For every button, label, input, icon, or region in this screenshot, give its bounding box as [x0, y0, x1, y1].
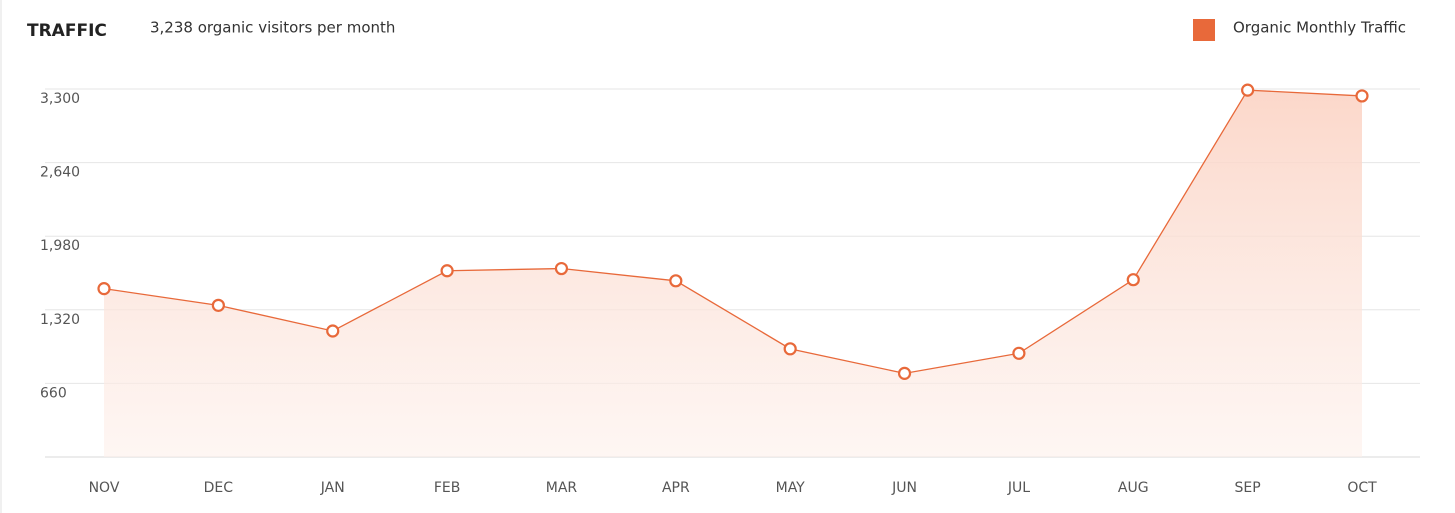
x-tick-label: APR [662, 480, 690, 496]
legend-swatch [1193, 19, 1215, 41]
data-point [669, 274, 683, 288]
data-point [1126, 273, 1140, 287]
x-tick-label: AUG [1118, 480, 1149, 496]
y-tick-label: 1,320 [40, 312, 80, 328]
x-tick-label: MAR [546, 480, 578, 496]
line [103, 89, 1363, 375]
data-point [326, 324, 340, 338]
x-tick-label: MAY [776, 480, 806, 496]
data-point [1241, 83, 1255, 97]
x-tick-label: SEP [1235, 480, 1261, 496]
x-tick-label: DEC [204, 480, 234, 496]
data-point [97, 282, 111, 296]
y-tick-label: 2,640 [40, 165, 80, 181]
x-tick-label: JUL [1007, 480, 1030, 496]
x-tick-label: OCT [1347, 480, 1377, 496]
legend-label: Organic Monthly Traffic [1233, 19, 1406, 37]
y-tick-label: 660 [40, 385, 67, 401]
area [104, 90, 1362, 458]
legend: Organic Monthly Traffic [1193, 19, 1406, 41]
chart-title: TRAFFIC [27, 21, 107, 41]
data-point [211, 298, 225, 312]
y-tick-label: 3,300 [40, 91, 80, 107]
data-point [783, 342, 797, 356]
data-point [897, 366, 912, 380]
data-point [1012, 346, 1026, 360]
chart-subtitle: 3,238 organic visitors per month [150, 19, 395, 37]
data-point [1355, 89, 1369, 103]
x-tick-label: NOV [89, 480, 120, 496]
x-tick-label: JAN [320, 480, 345, 496]
data-point [440, 264, 454, 278]
x-tick-label: FEB [434, 480, 461, 496]
y-tick-label: 1,980 [40, 238, 80, 254]
x-tick-label: JUN [891, 480, 917, 496]
data-point [554, 261, 569, 276]
